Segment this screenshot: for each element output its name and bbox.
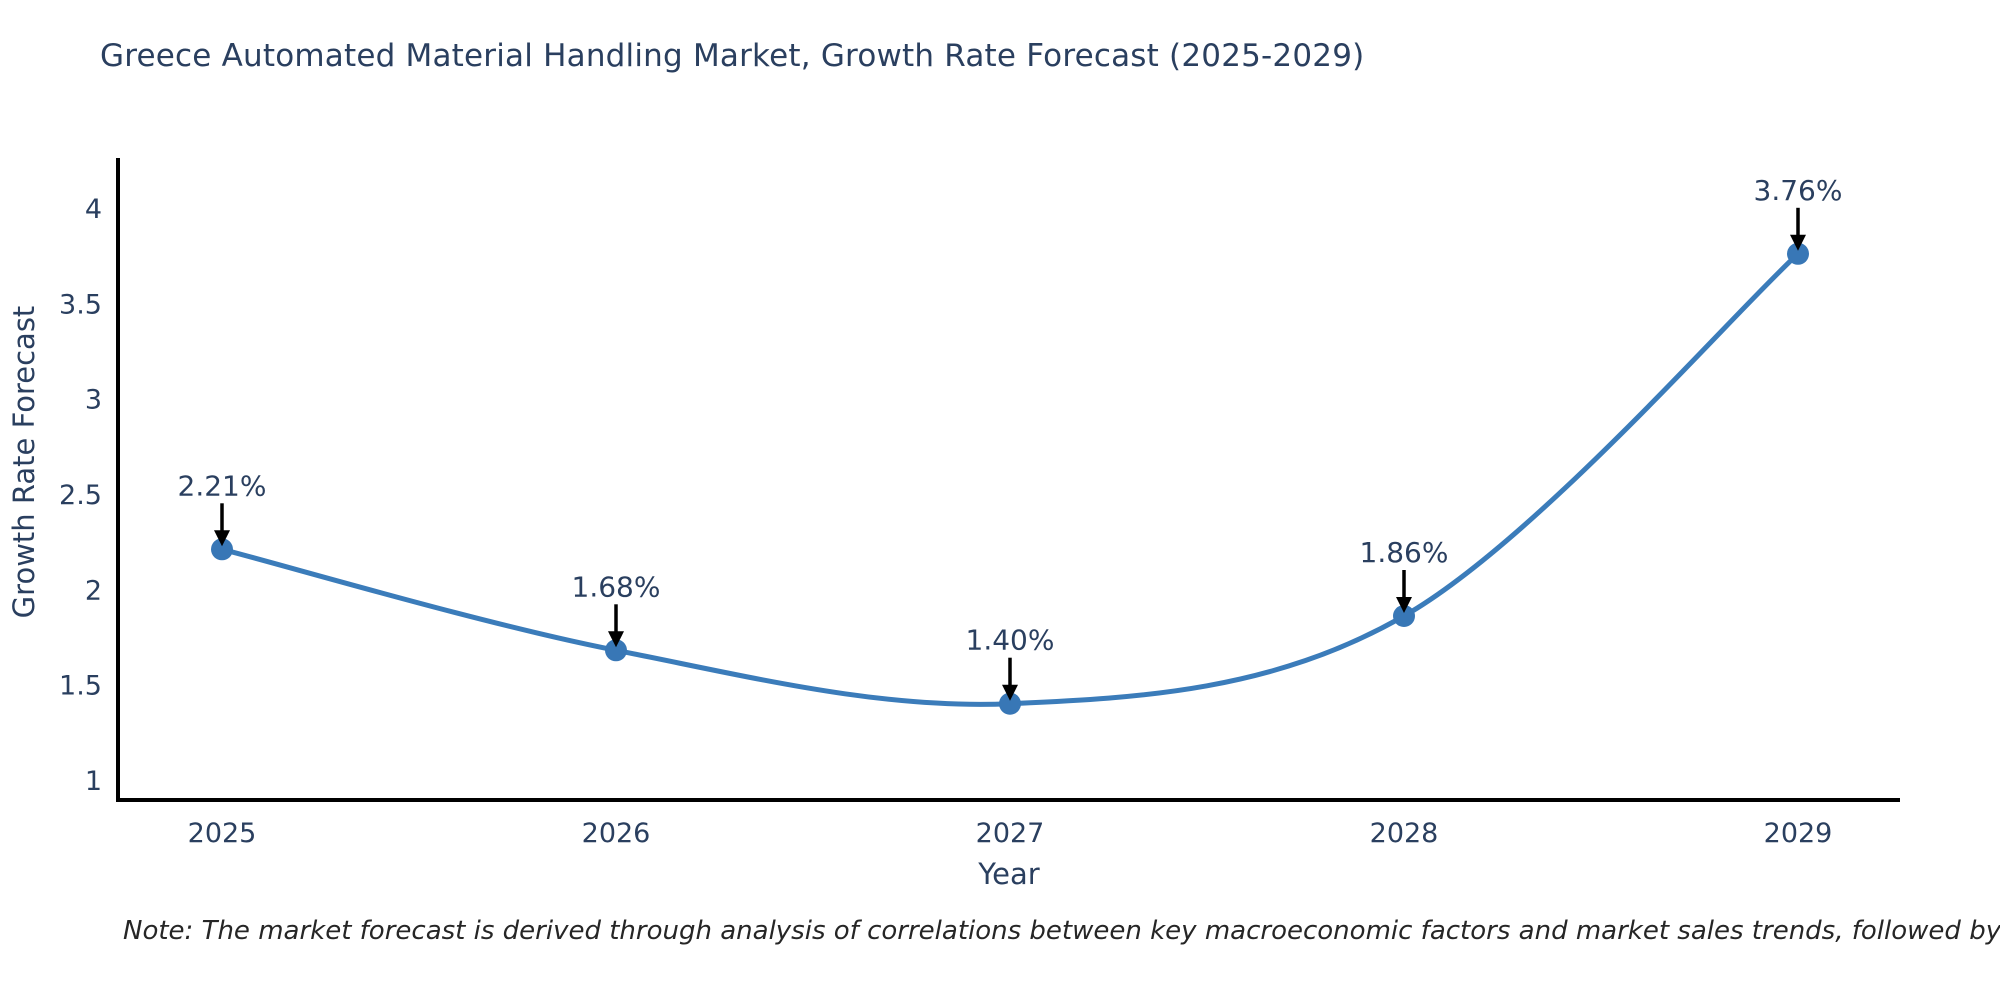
x-tick-label: 2029: [1764, 818, 1833, 849]
data-point: [605, 639, 627, 662]
x-tick-label: 2027: [976, 818, 1045, 849]
data-point: [999, 692, 1021, 715]
x-tick-label: 2028: [1370, 818, 1439, 849]
y-tick-label: 4: [85, 194, 102, 225]
point-label: 1.40%: [966, 624, 1055, 657]
x-axis-title: Year: [977, 857, 1039, 891]
y-tick-label: 1.5: [59, 671, 102, 702]
data-point: [1787, 242, 1809, 265]
annotation-arrowhead-icon: [1002, 684, 1018, 701]
chart-title: Greece Automated Material Handling Marke…: [100, 38, 1365, 74]
annotation-arrowhead-icon: [214, 530, 230, 547]
annotation-arrowhead-icon: [1790, 234, 1806, 251]
x-axis-tick-labels: 2025 2026 2027 2028 2029: [188, 818, 1833, 849]
data-point: [211, 538, 233, 561]
y-tick-label: 1: [85, 766, 102, 797]
y-tick-label: 3.5: [59, 289, 102, 320]
y-axis-tick-labels: 1 1.5 2 2.5 3 3.5 4: [59, 194, 102, 797]
footnote: Note: The market forecast is derived thr…: [123, 916, 2000, 946]
y-tick-label: 3: [85, 385, 102, 416]
data-point: [1393, 605, 1415, 627]
point-annotations: 2.21% 1.68% 1.40% 1.86% 3.76%: [178, 174, 1843, 701]
y-tick-label: 2.5: [59, 480, 102, 511]
x-tick-label: 2025: [188, 818, 257, 849]
point-label: 3.76%: [1754, 174, 1843, 207]
y-tick-label: 2: [85, 575, 102, 606]
point-label: 2.21%: [178, 469, 267, 502]
annotation-arrowhead-icon: [1396, 597, 1412, 613]
annotation-arrowhead-icon: [608, 631, 624, 648]
point-label: 1.68%: [572, 570, 661, 603]
x-tick-label: 2026: [582, 818, 651, 849]
y-axis-title: Growth Rate Forecast: [7, 306, 41, 619]
data-series: [211, 242, 1809, 715]
point-label: 1.86%: [1360, 536, 1449, 569]
